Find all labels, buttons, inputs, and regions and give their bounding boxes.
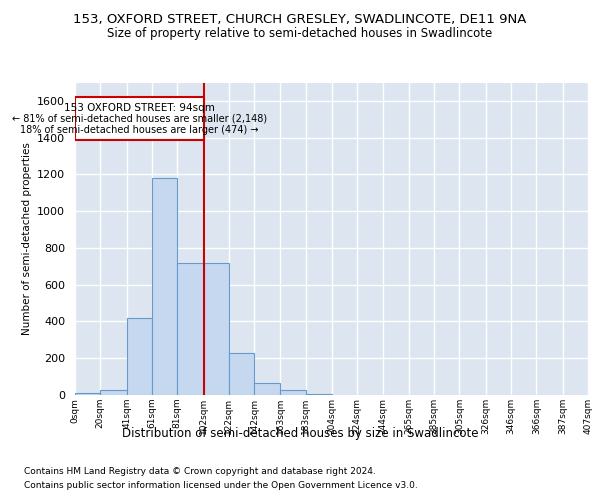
Text: 153 OXFORD STREET: 94sqm: 153 OXFORD STREET: 94sqm [64,103,215,113]
Bar [75,393,100,395]
Bar [229,352,254,395]
Bar [127,318,152,395]
Bar [254,383,280,395]
Text: Contains HM Land Registry data © Crown copyright and database right 2024.: Contains HM Land Registry data © Crown c… [24,468,376,476]
Bar [75,97,203,140]
Text: 153, OXFORD STREET, CHURCH GRESLEY, SWADLINCOTE, DE11 9NA: 153, OXFORD STREET, CHURCH GRESLEY, SWAD… [73,12,527,26]
Text: 18% of semi-detached houses are larger (474) →: 18% of semi-detached houses are larger (… [20,124,259,134]
Text: Distribution of semi-detached houses by size in Swadlincote: Distribution of semi-detached houses by … [122,428,478,440]
Bar [305,394,332,395]
Bar [280,390,305,395]
Bar [203,262,229,395]
Bar [177,262,203,395]
Text: ← 81% of semi-detached houses are smaller (2,148): ← 81% of semi-detached houses are smalle… [12,114,267,124]
Bar [152,178,177,395]
Y-axis label: Number of semi-detached properties: Number of semi-detached properties [22,142,32,335]
Text: Contains public sector information licensed under the Open Government Licence v3: Contains public sector information licen… [24,481,418,490]
Bar [100,390,127,395]
Text: Size of property relative to semi-detached houses in Swadlincote: Size of property relative to semi-detach… [107,28,493,40]
